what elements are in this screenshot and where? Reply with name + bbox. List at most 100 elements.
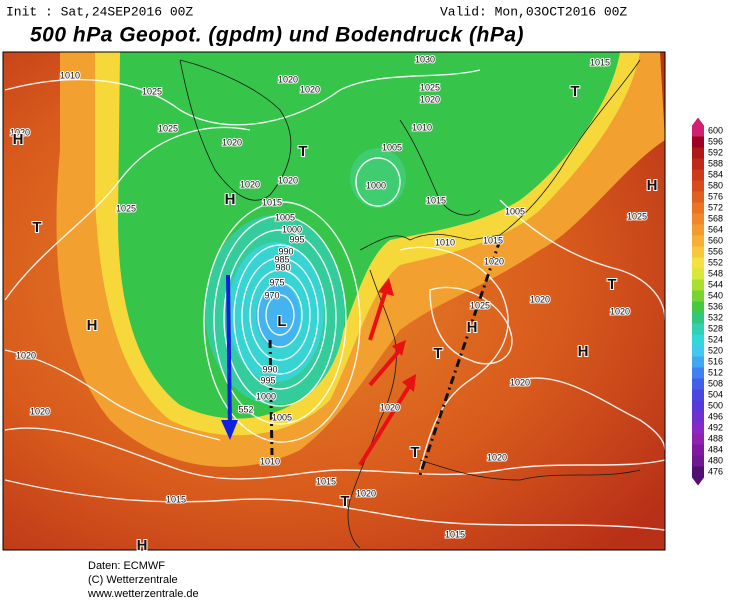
- pressure-center: H: [647, 177, 658, 194]
- legend-label: 516: [708, 356, 723, 366]
- legend-label: 524: [708, 334, 723, 344]
- legend-label: 548: [708, 268, 723, 278]
- legend-label: 488: [708, 433, 723, 443]
- legend-label: 592: [708, 147, 723, 157]
- legend-swatch: [692, 400, 704, 412]
- legend-swatch: [692, 169, 704, 181]
- isobar-label: 1020: [420, 94, 440, 104]
- isobar-label: 1020: [610, 306, 630, 316]
- legend-swatch: [692, 213, 704, 225]
- footer-copyright: (C) Wetterzentrale: [88, 574, 178, 586]
- legend-label: 568: [708, 213, 723, 223]
- legend-swatch: [692, 235, 704, 247]
- pressure-center: T: [298, 143, 307, 160]
- blue-arrow: [226, 274, 232, 431]
- legend-label: 520: [708, 345, 723, 355]
- legend-label: 532: [708, 312, 723, 322]
- legend-label: 544: [708, 279, 723, 289]
- legend-swatch: [692, 444, 704, 456]
- legend-swatch: [692, 224, 704, 236]
- legend-bottom-cap: [692, 477, 704, 486]
- isobar-label: 970: [264, 290, 279, 300]
- legend-label: 480: [708, 455, 723, 465]
- isobar-label: 1020: [530, 294, 550, 304]
- isobar-label: 1010: [412, 122, 432, 132]
- legend-label: 492: [708, 422, 723, 432]
- legend-label: 564: [708, 224, 723, 234]
- isobar-label: 995: [260, 375, 275, 385]
- legend-label: 540: [708, 290, 723, 300]
- isobar-label: 1020: [484, 256, 504, 266]
- legend-label: 508: [708, 378, 723, 388]
- legend-label: 584: [708, 169, 723, 179]
- legend-label: 580: [708, 180, 723, 190]
- legend-swatch: [692, 246, 704, 258]
- legend-swatch: [692, 323, 704, 335]
- legend-label: 600: [708, 125, 723, 135]
- legend-label: 476: [708, 466, 723, 476]
- pressure-center: T: [410, 444, 419, 461]
- legend-label: 536: [708, 301, 723, 311]
- init-time: Init : Sat,24SEP2016 00Z: [6, 4, 193, 19]
- isobar-label: 1015: [483, 235, 503, 245]
- isobar-label: 980: [275, 262, 290, 272]
- coastlines: [179, 59, 641, 549]
- legend-label: 588: [708, 158, 723, 168]
- isobar-label: 995: [289, 234, 304, 244]
- pressure-center: H: [87, 317, 98, 334]
- legend-swatch: [692, 334, 704, 346]
- red-arrows: [358, 278, 416, 467]
- legend-swatch: [692, 389, 704, 401]
- legend-swatch: [692, 367, 704, 379]
- legend-swatch: [692, 147, 704, 159]
- isobar-label: 1030: [415, 54, 435, 64]
- isobar-label: 1015: [426, 195, 446, 205]
- isobar-label: 1020: [278, 74, 298, 84]
- isobars: [4, 69, 665, 531]
- legend-swatch: [692, 180, 704, 192]
- isobar-label: 985: [274, 254, 289, 264]
- isobar-label: 1000: [256, 391, 276, 401]
- isobar-label: 1020: [240, 179, 260, 189]
- isobar-label: 1020: [222, 137, 242, 147]
- legend-label: 500: [708, 400, 723, 410]
- legend: 6005965925885845805765725685645605565525…: [692, 117, 723, 486]
- legend-label: 512: [708, 367, 723, 377]
- isobar-label: 1020: [30, 406, 50, 416]
- legend-swatch: [692, 378, 704, 390]
- legend-label: 496: [708, 411, 723, 421]
- legend-swatch: [692, 191, 704, 203]
- trough-lines: [268, 239, 502, 476]
- isobar-label: 1020: [278, 175, 298, 185]
- isobar-label: 1015: [316, 476, 336, 486]
- isobar-label: 1015: [590, 57, 610, 67]
- isobar-label: 1025: [627, 211, 647, 221]
- legend-swatch: [692, 290, 704, 302]
- footer-url: www.wetterzentrale.de: [87, 588, 199, 600]
- isobar-label: 1025: [470, 300, 490, 310]
- pressure-center: T: [32, 219, 41, 236]
- legend-swatch: [692, 411, 704, 423]
- legend-swatch: [692, 158, 704, 170]
- legend-label: 572: [708, 202, 723, 212]
- legend-swatch: [692, 455, 704, 467]
- legend-swatch: [692, 125, 704, 137]
- legend-swatch: [692, 257, 704, 269]
- pressure-center: T: [340, 493, 349, 510]
- isobar-label: 552: [238, 404, 253, 414]
- footer-source: Daten: ECMWF: [88, 560, 165, 572]
- isobar-label: 1010: [260, 456, 280, 466]
- isobar-label: 1020: [510, 377, 530, 387]
- isobar-label: 990: [262, 364, 277, 374]
- isobar-label: 1025: [158, 123, 178, 133]
- isobar-label: 990: [278, 246, 293, 256]
- isobar-label: 975: [269, 277, 284, 287]
- pressure-center: T: [433, 345, 442, 362]
- pressure-center: H: [13, 131, 24, 148]
- pressure-center: H: [467, 319, 478, 336]
- isobar-label: 1010: [435, 237, 455, 247]
- legend-swatch: [692, 356, 704, 368]
- isobar-label: 1020: [16, 350, 36, 360]
- isobar-label: 1005: [505, 206, 525, 216]
